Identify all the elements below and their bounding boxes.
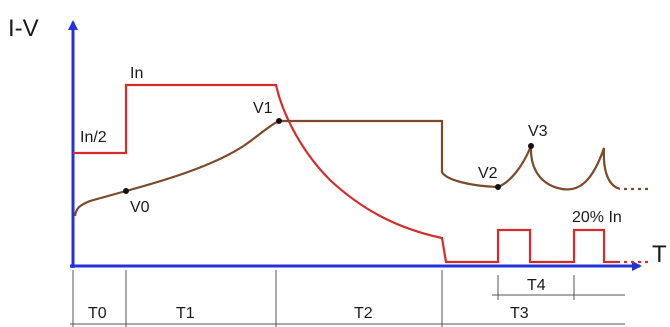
voltage-curve: [73, 119, 621, 217]
label-t2: T2: [354, 305, 373, 322]
current-curve: [73, 83, 620, 264]
label-v0: V0: [130, 199, 150, 216]
y-axis-title: I-V: [8, 15, 39, 42]
label-t1: T1: [176, 305, 195, 322]
label-t4: T4: [527, 277, 546, 294]
v1-marker: [276, 118, 282, 124]
v3-marker: [528, 143, 534, 149]
label-v1: V1: [253, 100, 273, 117]
label-v3: V3: [528, 123, 548, 140]
period-dividers: [70, 270, 625, 327]
label-in-half: In/2: [80, 129, 107, 146]
label-v2: V2: [478, 165, 498, 182]
x-axis-title: T: [652, 241, 667, 268]
label-t0: T0: [88, 305, 107, 322]
label-t3: T3: [510, 305, 529, 322]
v2-marker: [495, 184, 501, 190]
v0-marker: [123, 188, 129, 194]
label-in: In: [130, 65, 143, 82]
label-pulse: 20% In: [572, 209, 622, 226]
